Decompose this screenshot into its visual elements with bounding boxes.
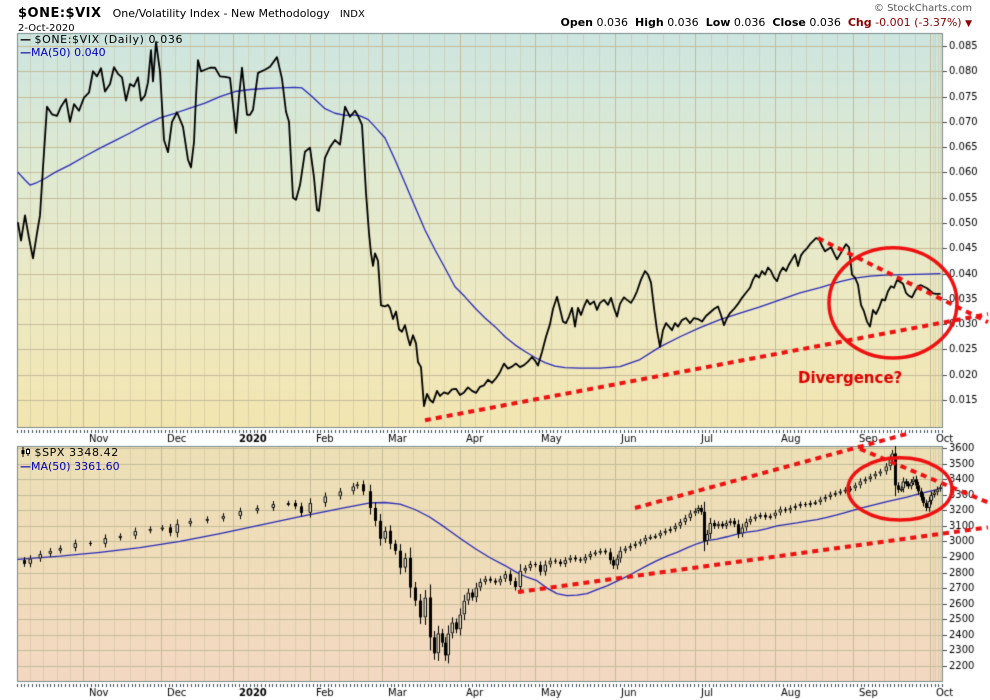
chart-date: 2-Oct-2020 [18,23,75,34]
price-line-swatch: — [20,33,31,46]
high-label: High [635,16,664,29]
bottom-chart-legend: $SPX 3348.42 —MA(50) 3361.60 [20,446,120,473]
close-value: 0.036 [809,16,841,29]
open-value: 0.036 [596,16,629,29]
ma-legend-text: MA(50) 0.040 [31,46,106,59]
price-legend-text: $ONE:$VIX (Daily) 0.036 [34,33,184,46]
exchange-label: INDX [339,9,365,20]
spx-ma-legend-text: MA(50) 3361.60 [31,460,120,473]
chg-value: -0.001 (-3.37%) [875,16,962,29]
symbol-title: $ONE:$VIX [18,6,102,21]
low-value: 0.036 [733,16,766,29]
open-label: Open [560,16,593,29]
stockcharts-watermark: © StockCharts.com [873,3,972,14]
security-name: One/Volatility Index - New Methodology [112,7,330,20]
chg-label: Chg [847,16,872,29]
quote-row: 2-Oct-2020 Open 0.036 High 0.036 Low 0.0… [18,16,972,34]
high-value: 0.036 [667,16,699,29]
low-label: Low [705,16,731,29]
spx-ma-swatch: — [20,460,31,473]
spx-legend-text: $SPX 3348.42 [34,446,119,459]
header-row: $ONE:$VIX One/Volatility Index - New Met… [18,2,972,21]
chg-dropdown-icon[interactable]: ▼ [965,19,972,29]
ma-line-swatch: — [20,46,31,59]
close-label: Close [772,16,806,29]
top-chart-legend: — $ONE:$VIX (Daily) 0.036 —MA(50) 0.040 [20,33,183,59]
ohlc-quote: Open 0.036 High 0.036 Low 0.036 Close 0.… [560,16,972,29]
candlestick-icon [20,447,31,460]
